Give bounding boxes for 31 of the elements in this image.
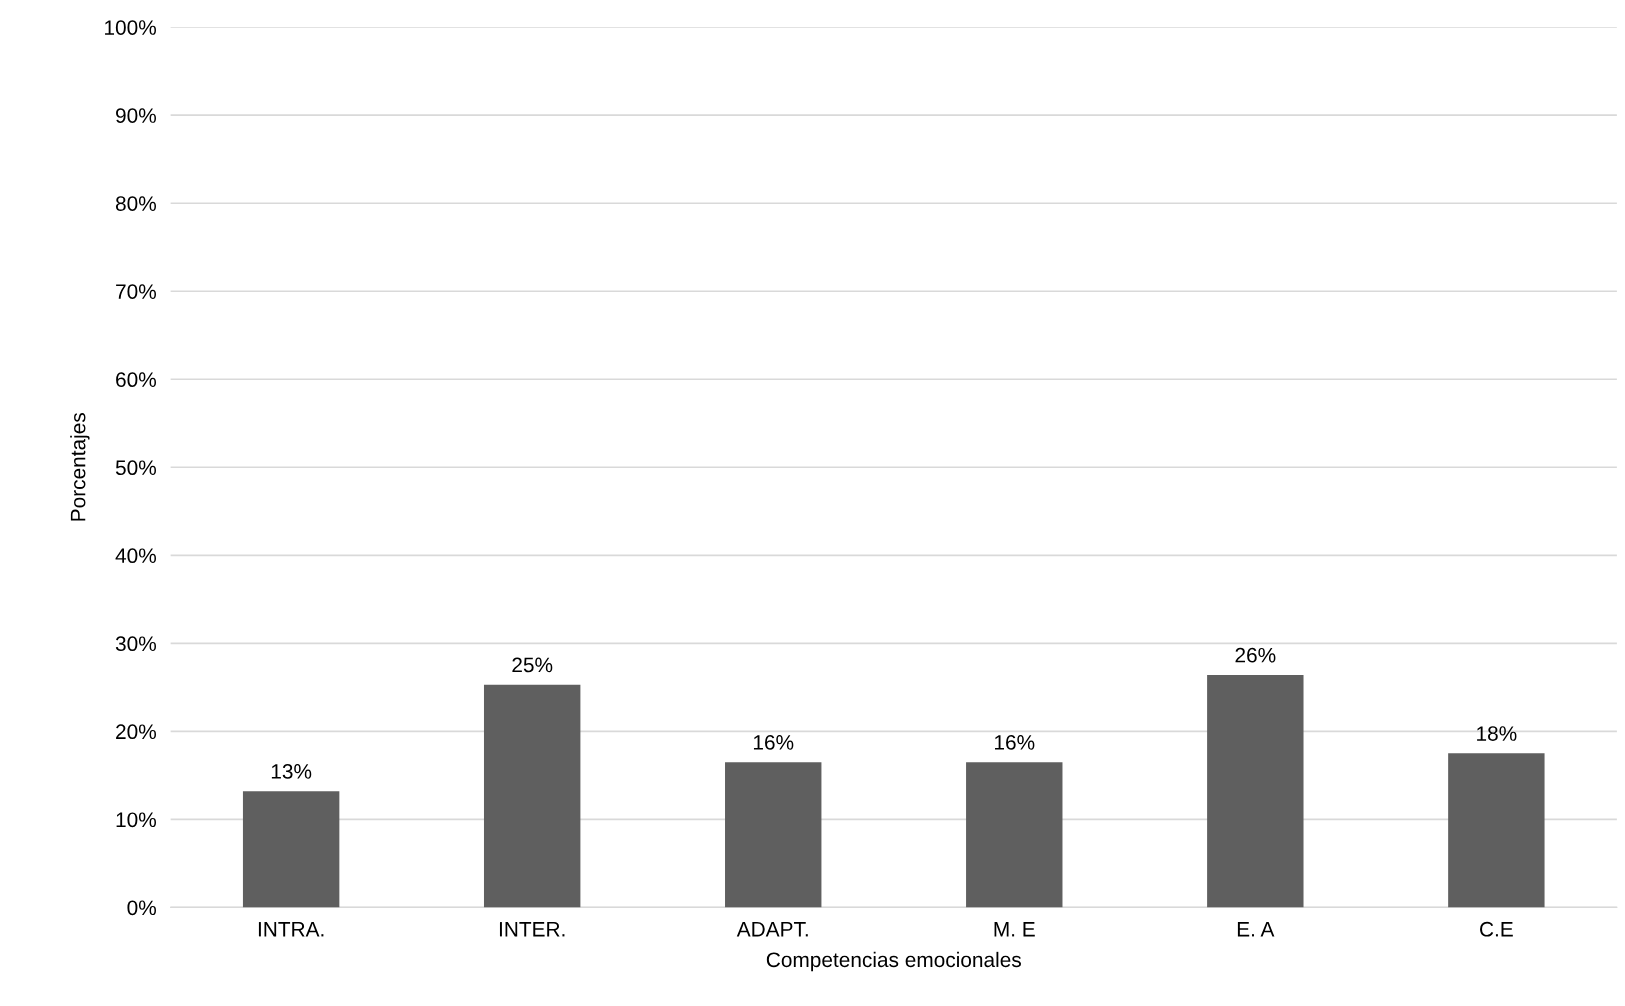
y-tick-label: 40% xyxy=(115,548,156,564)
data-label: 26% xyxy=(1235,647,1276,663)
bar xyxy=(1448,753,1545,908)
bar xyxy=(242,791,340,908)
data-label: 16% xyxy=(753,734,794,750)
bar xyxy=(966,762,1063,908)
x-tick-label: M. E xyxy=(994,922,1035,937)
data-label: 16% xyxy=(995,734,1035,750)
bar xyxy=(483,684,581,908)
y-tick-label: 100% xyxy=(105,20,156,35)
data-label: 13% xyxy=(271,764,312,779)
x-tick-label: ADAPT. xyxy=(736,922,808,937)
x-axis-title: Competencias emocionales xyxy=(766,951,1021,972)
y-tick-label: 20% xyxy=(116,724,156,740)
y-tick-label: 80% xyxy=(115,196,156,211)
bar xyxy=(1207,675,1304,908)
y-tick-label: 90% xyxy=(116,108,156,123)
x-tick-label: INTER. xyxy=(499,922,565,937)
data-label: 18% xyxy=(1477,726,1517,741)
bar xyxy=(725,762,822,908)
y-tick-label: 0% xyxy=(127,900,156,916)
x-tick-label: INTRA. xyxy=(258,922,324,937)
x-tick-label: C.E xyxy=(1480,921,1513,937)
y-tick-label: 10% xyxy=(116,812,156,828)
y-tick-label: 60% xyxy=(116,372,156,388)
y-tick-label: 50% xyxy=(115,460,156,476)
y-axis-title: Porcentajes xyxy=(70,413,90,521)
y-tick-label: 30% xyxy=(115,636,156,652)
x-tick-label: E. A xyxy=(1237,922,1275,937)
data-label: 25% xyxy=(512,657,553,673)
y-tick-label: 70% xyxy=(116,284,156,299)
